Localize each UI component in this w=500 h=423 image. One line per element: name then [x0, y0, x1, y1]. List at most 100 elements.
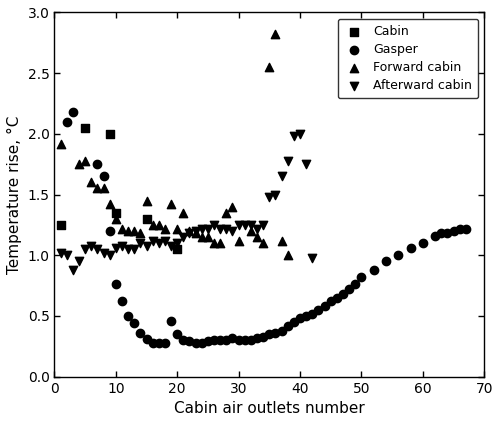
Gasper	[438, 230, 446, 237]
Forward cabin	[142, 197, 150, 204]
Afterward cabin	[87, 242, 95, 249]
Gasper	[394, 252, 402, 258]
Afterward cabin	[167, 242, 175, 249]
Gasper	[142, 335, 150, 342]
Afterward cabin	[222, 225, 230, 232]
Forward cabin	[278, 237, 285, 244]
Gasper	[327, 298, 335, 305]
Forward cabin	[284, 252, 292, 258]
Forward cabin	[112, 215, 120, 222]
Afterward cabin	[266, 194, 274, 201]
Afterward cabin	[210, 222, 218, 228]
Afterward cabin	[124, 246, 132, 253]
Forward cabin	[272, 31, 280, 38]
Gasper	[62, 118, 70, 125]
Gasper	[462, 225, 470, 232]
Forward cabin	[106, 201, 114, 208]
Forward cabin	[180, 209, 188, 216]
Gasper	[210, 337, 218, 343]
Gasper	[186, 338, 194, 345]
Gasper	[382, 258, 390, 265]
Forward cabin	[192, 230, 200, 237]
Gasper	[302, 313, 310, 319]
Forward cabin	[75, 161, 83, 168]
Gasper	[173, 331, 181, 338]
Forward cabin	[81, 157, 89, 164]
Forward cabin	[100, 185, 108, 192]
Afterward cabin	[94, 246, 102, 253]
Afterward cabin	[241, 222, 249, 228]
Afterward cabin	[173, 240, 181, 247]
Afterward cabin	[155, 240, 163, 247]
Gasper	[308, 310, 316, 317]
Afterward cabin	[272, 191, 280, 198]
Forward cabin	[198, 233, 206, 240]
Afterward cabin	[204, 225, 212, 232]
Afterward cabin	[296, 130, 304, 137]
Gasper	[339, 291, 347, 297]
Gasper	[130, 320, 138, 327]
Forward cabin	[124, 228, 132, 234]
Forward cabin	[186, 228, 194, 234]
Gasper	[106, 228, 114, 234]
Gasper	[118, 298, 126, 305]
Cabin	[173, 246, 181, 253]
Gasper	[320, 303, 328, 310]
Afterward cabin	[302, 161, 310, 168]
Cabin	[81, 124, 89, 131]
Gasper	[370, 266, 378, 273]
Forward cabin	[222, 209, 230, 216]
Gasper	[296, 315, 304, 322]
Afterward cabin	[192, 228, 200, 234]
Gasper	[314, 307, 322, 313]
Gasper	[222, 337, 230, 343]
Afterward cabin	[106, 252, 114, 258]
Gasper	[180, 337, 188, 343]
Afterward cabin	[112, 244, 120, 251]
Gasper	[167, 317, 175, 324]
Gasper	[284, 322, 292, 329]
Afterward cabin	[142, 242, 150, 249]
Forward cabin	[87, 179, 95, 186]
Gasper	[148, 339, 156, 346]
Afterward cabin	[161, 237, 169, 244]
Gasper	[94, 161, 102, 168]
Gasper	[161, 339, 169, 346]
Gasper	[352, 281, 360, 288]
Gasper	[406, 244, 414, 251]
Gasper	[124, 313, 132, 319]
Forward cabin	[228, 203, 236, 210]
Forward cabin	[259, 240, 267, 247]
Gasper	[431, 232, 439, 239]
Gasper	[333, 294, 341, 301]
Cabin	[56, 222, 64, 228]
Forward cabin	[204, 233, 212, 240]
Forward cabin	[253, 233, 261, 240]
Cabin	[142, 215, 150, 222]
Afterward cabin	[100, 250, 108, 256]
Afterward cabin	[62, 252, 70, 258]
Gasper	[136, 330, 144, 336]
Gasper	[247, 337, 255, 343]
Afterward cabin	[180, 233, 188, 240]
Afterward cabin	[259, 222, 267, 228]
Forward cabin	[155, 222, 163, 228]
Afterward cabin	[216, 225, 224, 232]
Forward cabin	[210, 240, 218, 247]
Afterward cabin	[228, 228, 236, 234]
Gasper	[290, 319, 298, 325]
Gasper	[198, 339, 206, 346]
Afterward cabin	[278, 173, 285, 180]
Gasper	[241, 337, 249, 343]
Afterward cabin	[130, 246, 138, 253]
Forward cabin	[266, 64, 274, 71]
Gasper	[345, 286, 353, 293]
Forward cabin	[173, 225, 181, 232]
Gasper	[450, 228, 458, 234]
Gasper	[228, 335, 236, 341]
Gasper	[155, 339, 163, 346]
Gasper	[266, 331, 274, 338]
Forward cabin	[136, 230, 144, 237]
Gasper	[216, 337, 224, 343]
Cabin	[112, 209, 120, 216]
